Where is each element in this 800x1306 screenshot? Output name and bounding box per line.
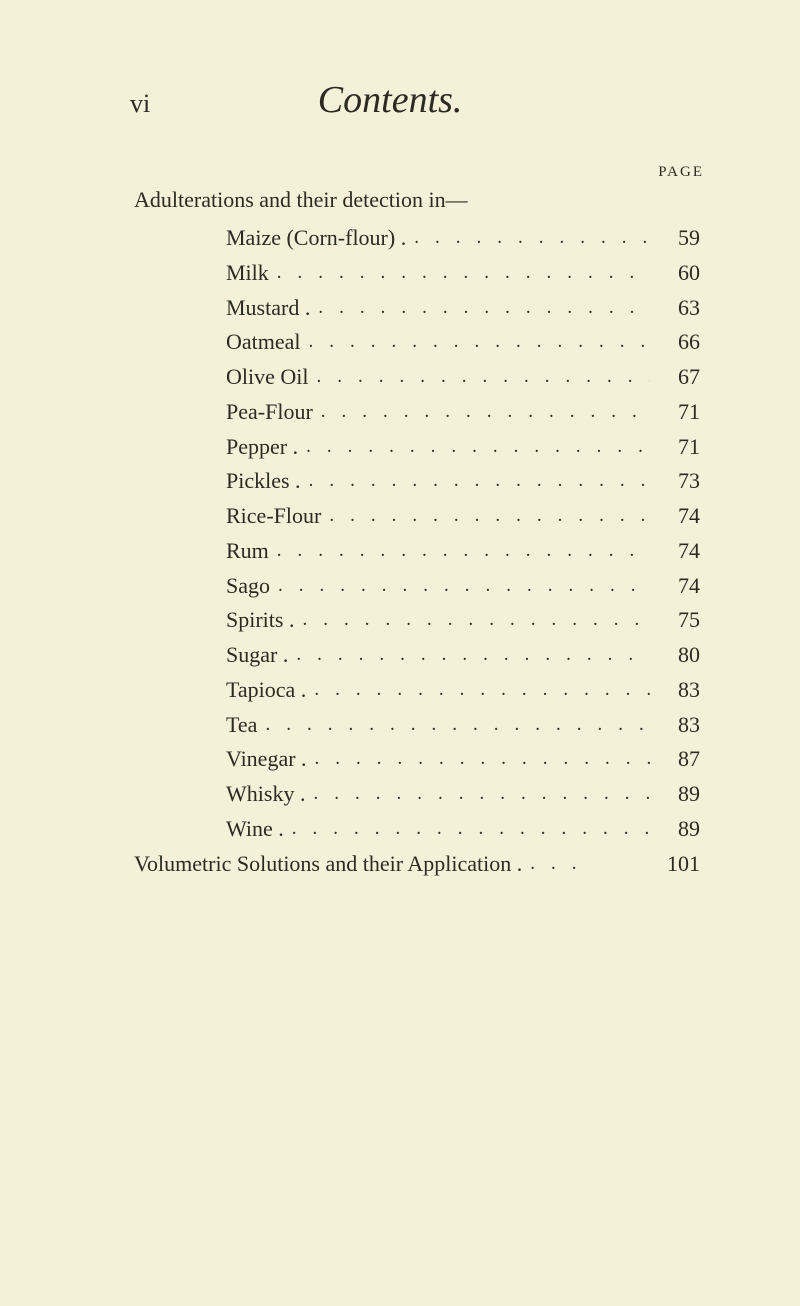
toc-label: Pea-Flour bbox=[226, 395, 313, 430]
toc-page: 83 bbox=[650, 708, 710, 743]
toc-row: Pepper . ............................ 71 bbox=[226, 430, 710, 465]
toc-page: 71 bbox=[650, 395, 710, 430]
toc-page: 66 bbox=[650, 325, 710, 360]
toc-row: Tapioca . ............................ 8… bbox=[226, 673, 710, 708]
toc-page: 80 bbox=[650, 638, 710, 673]
toc-label: Rum bbox=[226, 534, 269, 569]
toc-row: Rum ............................ 74 bbox=[226, 534, 710, 569]
toc-page: 101 bbox=[650, 847, 710, 882]
toc-dots: ............................ bbox=[309, 362, 651, 392]
toc-dots: ............................ bbox=[270, 571, 650, 601]
header-line: vi Contents. bbox=[130, 78, 710, 122]
toc-page: 74 bbox=[650, 569, 710, 604]
toc-dots: ............................ bbox=[294, 605, 650, 635]
toc-row-last: Volumetric Solutions and their Applicati… bbox=[134, 847, 710, 882]
toc-dots: ............................ bbox=[306, 675, 650, 705]
toc-label: Milk bbox=[226, 256, 269, 291]
section-heading: Adulterations and their detection in— bbox=[134, 187, 710, 213]
toc-label: Rice-Flour bbox=[226, 499, 321, 534]
toc-row: Spirits . ............................ 7… bbox=[226, 603, 710, 638]
toc-row: Wine . ............................ 89 bbox=[226, 812, 710, 847]
toc-label: Vinegar . bbox=[226, 742, 307, 777]
page-column-label: PAGE bbox=[130, 164, 710, 181]
toc-dots: ............................ bbox=[284, 814, 650, 844]
toc-label: Pepper . bbox=[226, 430, 298, 465]
toc-row: Whisky . ............................ 89 bbox=[226, 777, 710, 812]
toc-row: Maize (Corn-flour) . ...................… bbox=[226, 221, 710, 256]
toc-label: Oatmeal bbox=[226, 325, 301, 360]
toc-row: Pickles . ............................ 7… bbox=[226, 464, 710, 499]
toc-page: 63 bbox=[650, 291, 710, 326]
toc-page: 89 bbox=[650, 777, 710, 812]
toc-dots: ............................ bbox=[406, 223, 650, 253]
toc-page: 87 bbox=[650, 742, 710, 777]
toc-dots: ............................ bbox=[301, 327, 650, 357]
toc-page: 74 bbox=[650, 534, 710, 569]
toc-dots: ............................ bbox=[307, 744, 650, 774]
toc-label: Whisky . bbox=[226, 777, 305, 812]
toc-page: 83 bbox=[650, 673, 710, 708]
toc-label: Volumetric Solutions and their Applicati… bbox=[134, 847, 522, 882]
toc-page: 74 bbox=[650, 499, 710, 534]
toc-dots: ............................ bbox=[310, 293, 650, 323]
toc-page: 59 bbox=[650, 221, 710, 256]
toc-row: Pea-Flour ............................ 7… bbox=[226, 395, 710, 430]
toc-label: Wine . bbox=[226, 812, 284, 847]
toc-label: Sugar . bbox=[226, 638, 288, 673]
toc-label: Spirits . bbox=[226, 603, 294, 638]
toc-dots: ............................ bbox=[301, 466, 650, 496]
toc-row: Vinegar . ............................ 8… bbox=[226, 742, 710, 777]
toc-row: Tea ............................ 83 bbox=[226, 708, 710, 743]
toc-row: Milk ............................ 60 bbox=[226, 256, 710, 291]
toc-label: Maize (Corn-flour) . bbox=[226, 221, 406, 256]
toc-label: Mustard . bbox=[226, 291, 310, 326]
page-container: vi Contents. PAGE Adulterations and thei… bbox=[0, 0, 800, 881]
toc-dots: ............................ bbox=[288, 640, 650, 670]
page-title: Contents. bbox=[110, 78, 670, 122]
toc-page: 67 bbox=[650, 360, 710, 395]
toc-row: Sugar . ............................ 80 bbox=[226, 638, 710, 673]
toc-page: 71 bbox=[650, 430, 710, 465]
toc-dots: ............................ bbox=[298, 432, 650, 462]
toc-row: Olive Oil ............................ 6… bbox=[226, 360, 710, 395]
toc-page: 73 bbox=[650, 464, 710, 499]
toc-dots: ... bbox=[522, 849, 650, 879]
toc-row: Oatmeal ............................ 66 bbox=[226, 325, 710, 360]
toc-page: 89 bbox=[650, 812, 710, 847]
toc-page: 75 bbox=[650, 603, 710, 638]
toc-row: Rice-Flour ............................ … bbox=[226, 499, 710, 534]
toc-page: 60 bbox=[650, 256, 710, 291]
toc-dots: ............................ bbox=[321, 501, 650, 531]
toc-label: Sago bbox=[226, 569, 270, 604]
toc-row: Sago ............................ 74 bbox=[226, 569, 710, 604]
toc-label: Pickles . bbox=[226, 464, 301, 499]
toc-dots: ............................ bbox=[313, 397, 650, 427]
toc-dots: ............................ bbox=[257, 710, 650, 740]
toc-row: Mustard . ............................ 6… bbox=[226, 291, 710, 326]
toc-label: Olive Oil bbox=[226, 360, 309, 395]
toc-dots: ............................ bbox=[305, 779, 650, 809]
toc-dots: ............................ bbox=[269, 536, 650, 566]
toc-label: Tea bbox=[226, 708, 257, 743]
toc-label: Tapioca . bbox=[226, 673, 306, 708]
toc-dots: ............................ bbox=[269, 258, 650, 288]
